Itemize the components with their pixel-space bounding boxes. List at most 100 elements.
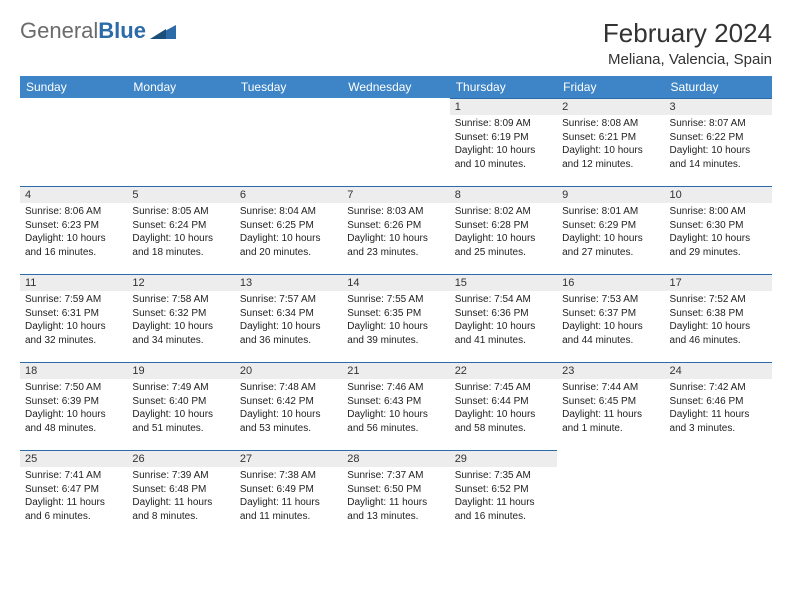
day-info: Sunrise: 8:05 AMSunset: 6:24 PMDaylight:… [127,203,234,261]
day-info: Sunrise: 7:55 AMSunset: 6:35 PMDaylight:… [342,291,449,349]
day-cell: 28Sunrise: 7:37 AMSunset: 6:50 PMDayligh… [342,450,449,538]
day-info: Sunrise: 7:45 AMSunset: 6:44 PMDaylight:… [450,379,557,437]
calendar-row: 4Sunrise: 8:06 AMSunset: 6:23 PMDaylight… [20,186,772,274]
header: GeneralBlue February 2024 Meliana, Valen… [20,18,772,68]
empty-cell [342,98,449,186]
day-info: Sunrise: 7:41 AMSunset: 6:47 PMDaylight:… [20,467,127,525]
calendar-table: SundayMondayTuesdayWednesdayThursdayFrid… [20,76,772,538]
calendar-row: 25Sunrise: 7:41 AMSunset: 6:47 PMDayligh… [20,450,772,538]
title-month: February 2024 [603,18,772,49]
day-info: Sunrise: 7:35 AMSunset: 6:52 PMDaylight:… [450,467,557,525]
title-block: February 2024 Meliana, Valencia, Spain [603,18,772,68]
empty-cell [235,98,342,186]
day-number: 25 [20,450,127,467]
day-number: 23 [557,362,664,379]
day-cell: 21Sunrise: 7:46 AMSunset: 6:43 PMDayligh… [342,362,449,450]
day-info: Sunrise: 8:00 AMSunset: 6:30 PMDaylight:… [665,203,772,261]
day-cell: 4Sunrise: 8:06 AMSunset: 6:23 PMDaylight… [20,186,127,274]
day-number: 22 [450,362,557,379]
day-info: Sunrise: 8:06 AMSunset: 6:23 PMDaylight:… [20,203,127,261]
day-cell: 13Sunrise: 7:57 AMSunset: 6:34 PMDayligh… [235,274,342,362]
day-number: 27 [235,450,342,467]
logo-text: GeneralBlue [20,18,146,44]
weekday-header: Monday [127,76,234,98]
day-cell: 26Sunrise: 7:39 AMSunset: 6:48 PMDayligh… [127,450,234,538]
day-number: 8 [450,186,557,203]
day-number: 2 [557,98,664,115]
weekday-header: Wednesday [342,76,449,98]
day-number: 13 [235,274,342,291]
day-cell: 12Sunrise: 7:58 AMSunset: 6:32 PMDayligh… [127,274,234,362]
day-info: Sunrise: 7:48 AMSunset: 6:42 PMDaylight:… [235,379,342,437]
day-number: 19 [127,362,234,379]
empty-cell [20,98,127,186]
day-cell: 23Sunrise: 7:44 AMSunset: 6:45 PMDayligh… [557,362,664,450]
weekday-header: Tuesday [235,76,342,98]
day-cell: 18Sunrise: 7:50 AMSunset: 6:39 PMDayligh… [20,362,127,450]
day-number: 7 [342,186,449,203]
day-number: 11 [20,274,127,291]
day-number: 12 [127,274,234,291]
day-cell: 6Sunrise: 8:04 AMSunset: 6:25 PMDaylight… [235,186,342,274]
day-info: Sunrise: 7:38 AMSunset: 6:49 PMDaylight:… [235,467,342,525]
day-info: Sunrise: 7:42 AMSunset: 6:46 PMDaylight:… [665,379,772,437]
empty-cell [127,98,234,186]
calendar-head: SundayMondayTuesdayWednesdayThursdayFrid… [20,76,772,98]
day-info: Sunrise: 7:49 AMSunset: 6:40 PMDaylight:… [127,379,234,437]
day-info: Sunrise: 7:52 AMSunset: 6:38 PMDaylight:… [665,291,772,349]
day-cell: 2Sunrise: 8:08 AMSunset: 6:21 PMDaylight… [557,98,664,186]
day-number: 26 [127,450,234,467]
day-cell: 24Sunrise: 7:42 AMSunset: 6:46 PMDayligh… [665,362,772,450]
day-info: Sunrise: 8:08 AMSunset: 6:21 PMDaylight:… [557,115,664,173]
day-info: Sunrise: 7:53 AMSunset: 6:37 PMDaylight:… [557,291,664,349]
day-number: 14 [342,274,449,291]
day-number: 18 [20,362,127,379]
day-cell: 14Sunrise: 7:55 AMSunset: 6:35 PMDayligh… [342,274,449,362]
day-cell: 17Sunrise: 7:52 AMSunset: 6:38 PMDayligh… [665,274,772,362]
empty-cell [665,450,772,538]
day-cell: 5Sunrise: 8:05 AMSunset: 6:24 PMDaylight… [127,186,234,274]
day-number: 29 [450,450,557,467]
day-info: Sunrise: 7:46 AMSunset: 6:43 PMDaylight:… [342,379,449,437]
empty-cell [557,450,664,538]
day-cell: 16Sunrise: 7:53 AMSunset: 6:37 PMDayligh… [557,274,664,362]
day-number: 6 [235,186,342,203]
day-cell: 20Sunrise: 7:48 AMSunset: 6:42 PMDayligh… [235,362,342,450]
day-info: Sunrise: 7:58 AMSunset: 6:32 PMDaylight:… [127,291,234,349]
day-number: 4 [20,186,127,203]
day-cell: 1Sunrise: 8:09 AMSunset: 6:19 PMDaylight… [450,98,557,186]
day-cell: 11Sunrise: 7:59 AMSunset: 6:31 PMDayligh… [20,274,127,362]
day-number: 3 [665,98,772,115]
weekday-header: Friday [557,76,664,98]
calendar-row: 11Sunrise: 7:59 AMSunset: 6:31 PMDayligh… [20,274,772,362]
day-info: Sunrise: 8:07 AMSunset: 6:22 PMDaylight:… [665,115,772,173]
day-cell: 29Sunrise: 7:35 AMSunset: 6:52 PMDayligh… [450,450,557,538]
day-info: Sunrise: 7:54 AMSunset: 6:36 PMDaylight:… [450,291,557,349]
calendar-row: 1Sunrise: 8:09 AMSunset: 6:19 PMDaylight… [20,98,772,186]
weekday-header: Saturday [665,76,772,98]
day-number: 28 [342,450,449,467]
calendar-row: 18Sunrise: 7:50 AMSunset: 6:39 PMDayligh… [20,362,772,450]
day-number: 20 [235,362,342,379]
day-cell: 10Sunrise: 8:00 AMSunset: 6:30 PMDayligh… [665,186,772,274]
logo: GeneralBlue [20,18,176,44]
day-cell: 3Sunrise: 8:07 AMSunset: 6:22 PMDaylight… [665,98,772,186]
day-number: 17 [665,274,772,291]
day-info: Sunrise: 8:03 AMSunset: 6:26 PMDaylight:… [342,203,449,261]
day-info: Sunrise: 8:04 AMSunset: 6:25 PMDaylight:… [235,203,342,261]
day-number: 24 [665,362,772,379]
weekday-header: Thursday [450,76,557,98]
day-info: Sunrise: 7:39 AMSunset: 6:48 PMDaylight:… [127,467,234,525]
day-info: Sunrise: 8:02 AMSunset: 6:28 PMDaylight:… [450,203,557,261]
calendar-body: 1Sunrise: 8:09 AMSunset: 6:19 PMDaylight… [20,98,772,538]
day-cell: 7Sunrise: 8:03 AMSunset: 6:26 PMDaylight… [342,186,449,274]
logo-triangle-icon [150,21,176,41]
day-info: Sunrise: 7:50 AMSunset: 6:39 PMDaylight:… [20,379,127,437]
day-info: Sunrise: 8:09 AMSunset: 6:19 PMDaylight:… [450,115,557,173]
day-info: Sunrise: 7:37 AMSunset: 6:50 PMDaylight:… [342,467,449,525]
day-cell: 15Sunrise: 7:54 AMSunset: 6:36 PMDayligh… [450,274,557,362]
day-cell: 27Sunrise: 7:38 AMSunset: 6:49 PMDayligh… [235,450,342,538]
day-info: Sunrise: 7:44 AMSunset: 6:45 PMDaylight:… [557,379,664,437]
day-cell: 22Sunrise: 7:45 AMSunset: 6:44 PMDayligh… [450,362,557,450]
logo-part2: Blue [98,18,146,43]
